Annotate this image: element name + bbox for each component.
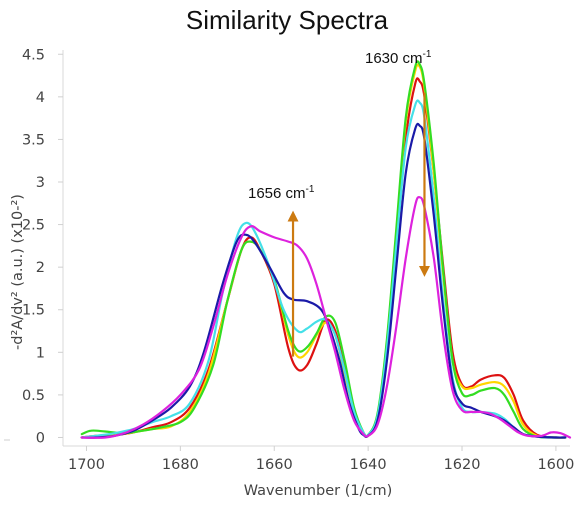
series-line-2	[80, 63, 567, 439]
y-tick-label: 3	[36, 175, 45, 191]
series-layer	[80, 60, 572, 439]
y-tick-label: 0	[36, 430, 45, 446]
y-tick-label: 2	[36, 260, 45, 276]
y-tick-label: 2.5	[22, 218, 45, 234]
annotation-label-1: 1656 cm-1	[248, 184, 315, 202]
x-tick-label: 1600	[537, 457, 574, 473]
series-line-6	[80, 195, 572, 439]
plot-frame	[4, 50, 570, 447]
x-tick-label: 1640	[350, 457, 387, 473]
y-tick-label: 1.5	[22, 303, 45, 319]
series-line-5	[80, 122, 567, 439]
annotations: 1656 cm-1 1630 cm-1	[248, 49, 432, 357]
annotation-label-2: 1630 cm-1	[365, 49, 432, 67]
x-tick-label: 1620	[444, 457, 481, 473]
y-axis-title: -d²A/dv² (a.u.) (x10-²)	[10, 194, 26, 350]
chart-title: Similarity Spectra	[186, 5, 389, 35]
y-tick-label: 4	[36, 90, 45, 106]
x-axis-title: Wavenumber (1/cm)	[244, 483, 393, 499]
y-tick-label: 3.5	[22, 132, 45, 148]
y-ticks: 0 0.5 1 1.5 2 2.5 3 3.5 4 4.5	[22, 47, 63, 446]
y-tick-label: 1	[36, 345, 45, 361]
x-ticks: 1700 1680 1660 1640 1620 1600	[68, 446, 574, 473]
x-tick-label: 1700	[68, 457, 105, 473]
y-tick-label: 4.5	[22, 47, 45, 63]
series-line-1	[80, 77, 567, 439]
y-tick-label: 0.5	[22, 388, 45, 404]
x-tick-label: 1680	[162, 457, 199, 473]
x-tick-label: 1660	[256, 457, 293, 473]
